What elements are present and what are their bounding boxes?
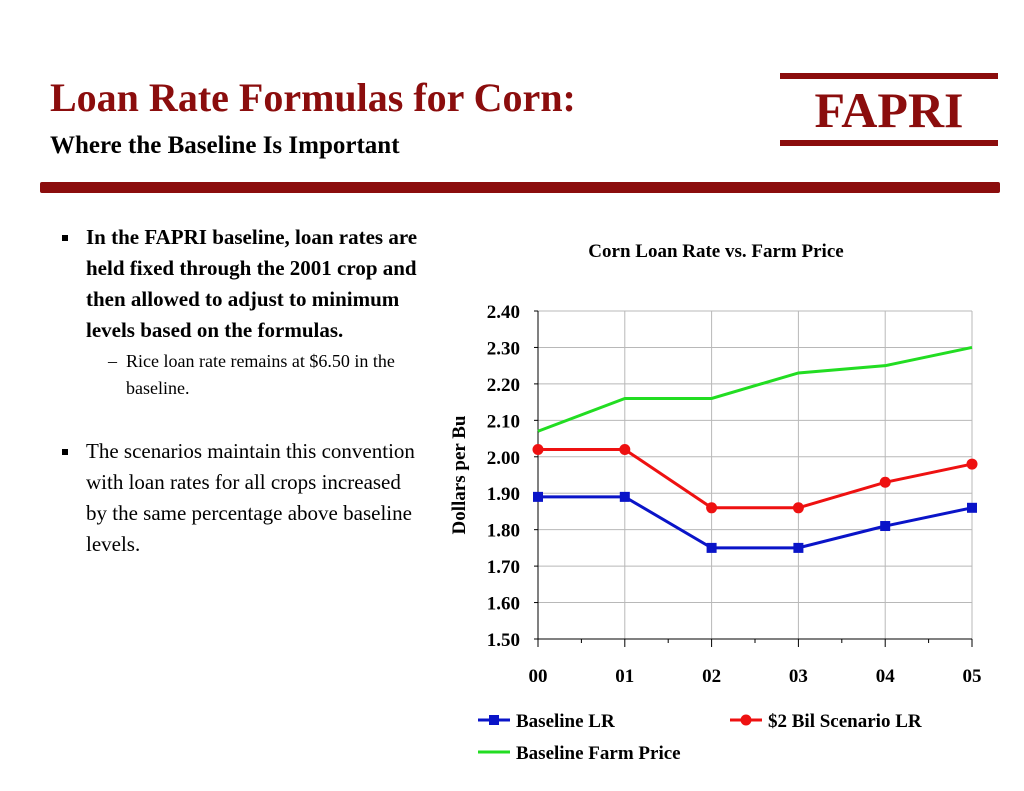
bullet-item: In the FAPRI baseline, loan rates are he… <box>60 222 420 346</box>
x-tick-label: 04 <box>876 666 896 687</box>
legend-label-baseline-farm-price: Baseline Farm Price <box>516 743 681 764</box>
bullet-text: The scenarios maintain this convention w… <box>86 439 415 556</box>
x-tick-label: 03 <box>789 666 808 687</box>
y-axis-label: Dollars per Bu <box>449 415 470 534</box>
data-point-baseline-lr <box>880 521 891 532</box>
data-point-2-bil-scenario-lr <box>792 502 804 514</box>
slide-subtitle: Where the Baseline Is Important <box>50 132 400 159</box>
y-tick-label: 2.00 <box>487 448 520 469</box>
dash-icon: – <box>108 351 117 371</box>
data-point-2-bil-scenario-lr <box>879 476 891 488</box>
y-tick-label: 1.60 <box>487 594 520 615</box>
series-line-2-bil-scenario-lr <box>538 447 973 510</box>
logo-top-bar <box>780 73 998 79</box>
series-line-baseline-farm-price <box>537 345 973 433</box>
y-tick-label: 1.70 <box>487 557 520 578</box>
bullet-square-icon <box>62 449 68 455</box>
legend-marker-2-bil-scenario-lr <box>740 714 752 726</box>
data-point-2-bil-scenario-lr <box>619 443 631 455</box>
y-tick-label: 2.30 <box>487 338 520 359</box>
bullet-text: In the FAPRI baseline, loan rates are he… <box>86 225 418 342</box>
y-tick-label: 2.20 <box>487 375 520 396</box>
bullet-item: The scenarios maintain this convention w… <box>60 436 420 560</box>
y-tick-label: 1.80 <box>487 521 520 542</box>
data-point-baseline-lr <box>793 542 804 553</box>
legend-marker-baseline-lr <box>489 715 499 725</box>
data-point-2-bil-scenario-lr <box>532 443 544 455</box>
x-tick-label: 05 <box>963 666 982 687</box>
legend-label-baseline-lr: Baseline LR <box>516 711 615 732</box>
data-point-2-bil-scenario-lr <box>966 458 978 470</box>
sub-bullet-item: – Rice loan rate remains at $6.50 in the… <box>60 348 420 402</box>
data-point-2-bil-scenario-lr <box>706 502 718 514</box>
data-point-baseline-lr <box>619 491 630 502</box>
x-tick-label: 00 <box>529 666 548 687</box>
x-tick-label: 01 <box>615 666 634 687</box>
x-tick-label: 02 <box>702 666 721 687</box>
y-tick-label: 2.40 <box>487 302 520 323</box>
line-chart: Corn Loan Rate vs. Farm Price Dollars pe… <box>449 241 982 764</box>
fapri-logo: FAPRI <box>780 73 998 148</box>
y-tick-label: 1.50 <box>487 630 520 651</box>
slide-title: Loan Rate Formulas for Corn: <box>50 75 576 120</box>
legend-label-2-bil-scenario-lr: $2 Bil Scenario LR <box>768 711 922 732</box>
header-divider <box>40 182 1000 193</box>
bullet-list: In the FAPRI baseline, loan rates are he… <box>60 222 420 560</box>
logo-bottom-bar <box>780 140 998 146</box>
sub-bullet-text: Rice loan rate remains at $6.50 in the b… <box>126 351 395 398</box>
data-point-baseline-lr <box>967 502 977 513</box>
y-tick-label: 1.90 <box>487 484 520 505</box>
chart-title: Corn Loan Rate vs. Farm Price <box>588 241 843 262</box>
bullet-square-icon <box>62 235 68 241</box>
series-line-baseline-lr <box>538 495 973 550</box>
logo-text: FAPRI <box>814 82 964 138</box>
data-point-baseline-lr <box>706 542 717 553</box>
y-tick-label: 2.10 <box>487 411 520 432</box>
data-point-baseline-lr <box>533 491 543 502</box>
